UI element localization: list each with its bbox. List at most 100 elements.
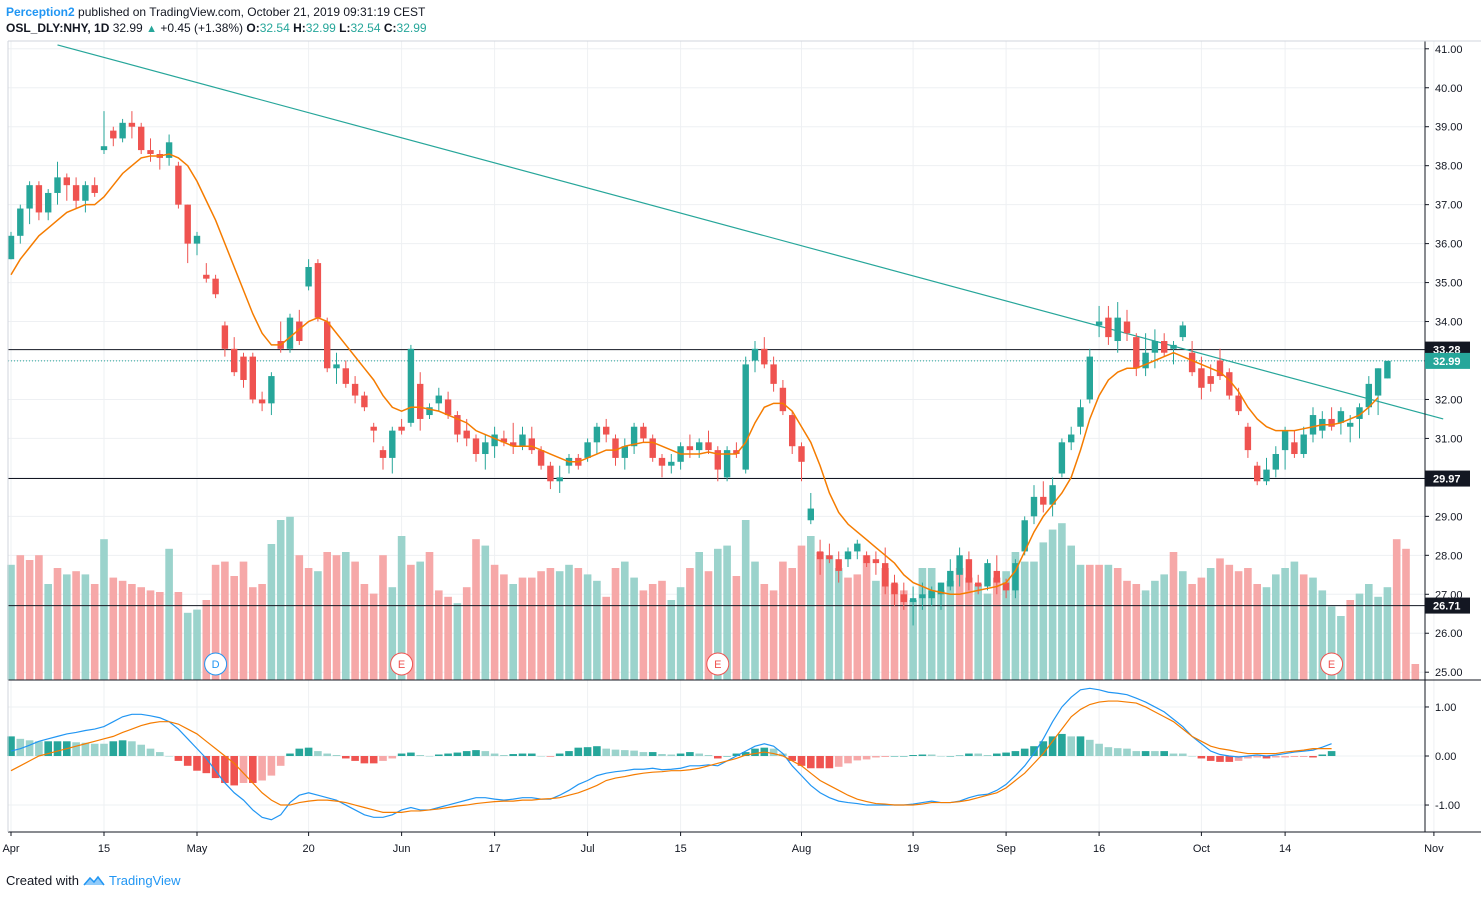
volume-bar	[35, 555, 43, 680]
time-tick-label: 15	[98, 843, 110, 855]
moving-average	[10, 153, 1379, 596]
last-price: 32.99	[112, 21, 143, 35]
macd-hist-bar	[369, 756, 378, 764]
macd-hist-bar	[7, 736, 15, 756]
candle-body	[826, 555, 833, 560]
macd-hist-bar	[667, 754, 676, 756]
candle-body	[854, 543, 861, 552]
candle-body	[82, 185, 89, 201]
candle-body	[1309, 415, 1317, 435]
macd-hist-bar	[323, 753, 331, 756]
candle-body	[379, 450, 387, 458]
event-marker-circle	[390, 652, 414, 676]
macd-hist-bar	[490, 753, 499, 756]
downtrend-line	[57, 44, 1444, 420]
volume-bar	[1188, 584, 1196, 680]
candle-body	[1105, 317, 1112, 338]
volume-bar	[1169, 552, 1178, 680]
macd-hist-bar	[1318, 754, 1327, 756]
candle-body	[956, 555, 963, 575]
candles	[7, 111, 1391, 626]
macd-hist-bar	[407, 752, 415, 756]
candle-body	[603, 426, 610, 435]
macd-hist-bar	[435, 754, 443, 756]
volume-bar	[323, 552, 331, 680]
author-link[interactable]: Perception2	[6, 5, 75, 19]
macd-hist-bar	[1244, 756, 1252, 759]
volume-bar	[1272, 574, 1280, 680]
volume-bar	[1067, 545, 1075, 680]
candle-body	[221, 325, 229, 349]
macd-hist-bar	[686, 752, 694, 756]
volume-bar	[1011, 552, 1020, 680]
volume-bar	[528, 577, 536, 680]
candle-body	[1151, 341, 1159, 353]
macd-hist-bar	[174, 756, 183, 761]
candle-body	[1188, 352, 1196, 373]
volume-bar	[937, 590, 945, 680]
macd-hist-bar	[583, 747, 592, 756]
candle-body	[1095, 321, 1103, 326]
candle-body	[417, 383, 424, 419]
macd-hist-bar	[360, 756, 369, 764]
macd-hist-bar	[397, 753, 406, 756]
volume-bar	[53, 568, 62, 680]
candle-body	[1281, 430, 1289, 451]
candle-body	[1272, 454, 1279, 470]
candle-body	[723, 450, 731, 478]
price-tick-label: 34.00	[1435, 317, 1463, 329]
candle-body	[909, 598, 917, 603]
volume-bar	[1030, 561, 1038, 680]
macd-hist-bar	[462, 751, 471, 756]
tradingview-brand[interactable]: TradingView	[108, 873, 181, 888]
volume-bar	[518, 577, 527, 680]
volume-bar	[276, 520, 285, 680]
macd-hist-bar	[788, 756, 796, 761]
volume-bar	[1058, 523, 1066, 680]
macd-hist-bar	[741, 752, 750, 756]
price-tick-label: 39.00	[1435, 122, 1463, 134]
volume-bar	[267, 544, 276, 680]
volume-bar	[834, 568, 843, 680]
volume-bar	[1253, 584, 1261, 680]
macd-hist-bar	[221, 756, 229, 783]
candle-body	[779, 387, 787, 412]
candle-body	[1068, 434, 1075, 443]
volume-bar	[983, 593, 992, 680]
volume-bar	[555, 571, 564, 680]
volume-bar	[723, 545, 731, 680]
macd-hist-bar	[444, 753, 452, 756]
volume-bar	[369, 593, 378, 680]
low-value: 32.54	[350, 21, 381, 35]
volume-bar	[1179, 571, 1187, 680]
time-tick-label: Sep	[996, 843, 1016, 855]
time-tick-label: May	[187, 843, 208, 855]
candle-body	[1244, 426, 1252, 451]
macd-hist-bar	[834, 756, 843, 767]
macd-hist-bar	[862, 756, 871, 760]
candle-body	[510, 442, 517, 447]
event-marker-letter: E	[714, 659, 721, 671]
macd-hist-bar	[1067, 736, 1075, 756]
candle-body	[835, 559, 842, 571]
volume-bar	[751, 561, 759, 680]
volume-bar	[1374, 596, 1382, 680]
macd-hist-bar	[611, 749, 620, 756]
candle-body	[110, 130, 117, 139]
volume-bar	[955, 568, 964, 680]
price-tick-label: 32.00	[1435, 394, 1463, 406]
volume-bar	[100, 539, 108, 680]
macd-hist-bar	[1002, 752, 1010, 756]
volume-bar	[1020, 561, 1029, 680]
volume-bar	[462, 587, 471, 680]
volume-bar	[676, 587, 685, 680]
volume-bar	[1039, 542, 1048, 680]
volume-bar	[602, 596, 610, 680]
macd-hist-bar	[537, 756, 545, 757]
event-marker-letter: D	[212, 659, 220, 671]
macd-hist-bar	[137, 744, 145, 756]
macd-tick-label: -1.00	[1435, 800, 1460, 812]
volume-bar	[807, 536, 815, 680]
macd-hist-bar	[81, 742, 90, 756]
